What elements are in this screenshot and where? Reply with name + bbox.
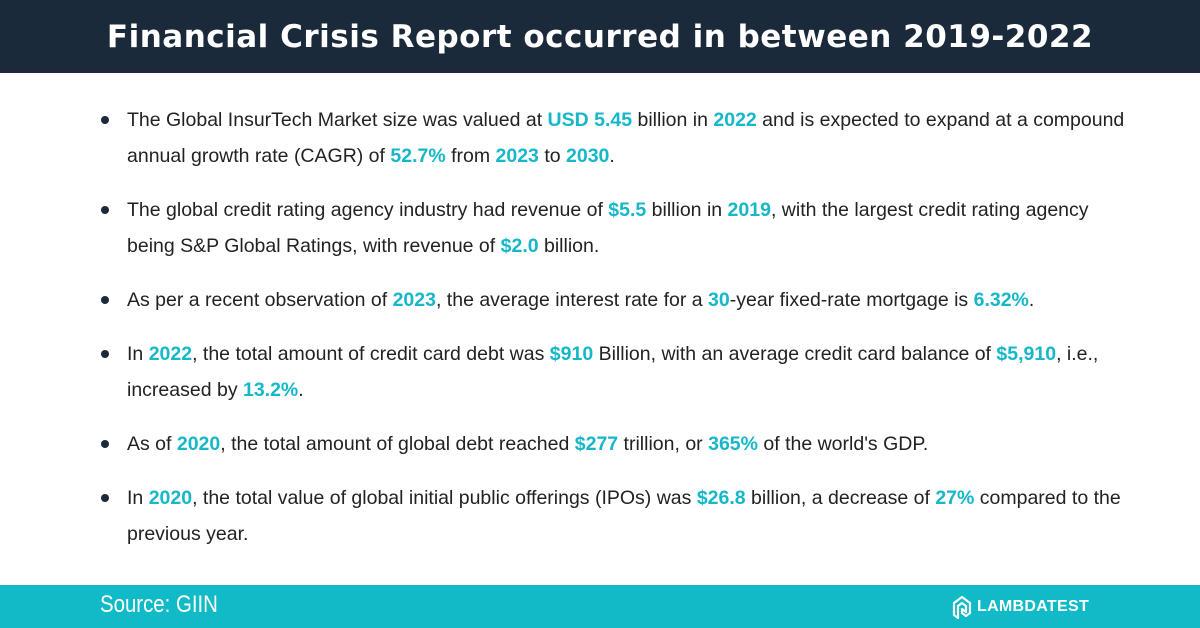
fact-text: trillion, or [618, 433, 709, 455]
fact-item: In 2020, the total value of global initi… [101, 480, 1127, 552]
fact-text: , the total amount of global debt reache… [220, 433, 575, 455]
highlighted-value: $26.8 [696, 487, 746, 509]
fact-text: to [538, 145, 567, 167]
fact-text: As of [127, 433, 177, 455]
highlighted-value: 2030 [566, 145, 610, 167]
fact-item: In 2022, the total amount of credit card… [101, 336, 1127, 408]
highlighted-value: 2020 [176, 433, 221, 455]
highlighted-value: $2.0 [500, 235, 539, 257]
highlighted-value: $5.5 [608, 199, 647, 221]
highlighted-value: $910 [549, 343, 594, 365]
facts-list: The Global InsurTech Market size was val… [101, 102, 1127, 570]
highlighted-value: USD 5.45 [547, 109, 633, 131]
fact-text: The global credit rating agency industry… [127, 199, 609, 221]
highlighted-value: 2023 [495, 145, 539, 167]
fact-item: The global credit rating agency industry… [101, 192, 1127, 264]
highlighted-value: 6.32% [973, 289, 1029, 311]
fact-item: As of 2020, the total amount of global d… [101, 426, 1127, 462]
fact-text: . [609, 145, 615, 167]
fact-item: The Global InsurTech Market size was val… [101, 102, 1127, 174]
fact-text: billion in [646, 199, 728, 221]
fact-text: , i.e., increased by [127, 343, 1099, 401]
highlighted-value: $5,910 [996, 343, 1057, 365]
fact-text: In [127, 487, 149, 509]
fact-text: The Global InsurTech Market size was val… [127, 109, 548, 131]
highlighted-value: 13.2% [242, 379, 299, 401]
highlighted-value: 52.7% [390, 145, 446, 167]
fact-text: . [1028, 289, 1035, 311]
fact-text: and is expected to expand at a compound … [127, 109, 1125, 167]
fact-text: . [298, 379, 304, 401]
fact-text: As per a recent observation of [127, 289, 393, 311]
highlighted-value: 2022 [148, 343, 193, 365]
title-bar: Financial Crisis Report occurred in betw… [0, 0, 1200, 73]
footer: Source: GIIN LAMBDATEST [0, 585, 1200, 628]
highlighted-value: 2020 [148, 487, 193, 509]
fact-text: of the world's GDP. [757, 433, 929, 455]
fact-text: , with the largest credit rating agency … [127, 199, 1089, 257]
fact-text: Billion, with an average credit card bal… [593, 343, 997, 365]
fact-text: , the total amount of credit card debt w… [192, 343, 550, 365]
fact-text: , the total value of global initial publ… [192, 487, 697, 509]
page-title: Financial Crisis Report occurred in betw… [106, 18, 1094, 55]
fact-text: billion. [538, 235, 600, 257]
fact-text: billion in [632, 109, 714, 131]
fact-text: billion, a decrease of [745, 487, 936, 509]
highlighted-value: 2022 [713, 109, 757, 131]
highlighted-value: 2019 [727, 199, 771, 221]
source-label: Source: GIIN [100, 591, 218, 618]
highlighted-value: 2023 [392, 289, 436, 311]
fact-text: , the average interest rate for a [435, 289, 709, 311]
fact-text: from [445, 145, 496, 167]
fact-text: In [127, 343, 149, 365]
fact-text: -year fixed-rate mortgage is [729, 289, 974, 311]
fact-text: compared to the previous year. [127, 487, 1121, 545]
brand-name: LAMBDATEST [977, 598, 1090, 615]
fact-item: As per a recent observation of 2023, the… [101, 282, 1127, 318]
brand-logo: LAMBDATEST [952, 595, 1089, 619]
lambdatest-logo-icon [952, 595, 972, 619]
highlighted-value: 365% [708, 433, 758, 455]
highlighted-value: 30 [708, 289, 730, 311]
highlighted-value: 27% [935, 487, 975, 509]
highlighted-value: $277 [574, 433, 619, 455]
